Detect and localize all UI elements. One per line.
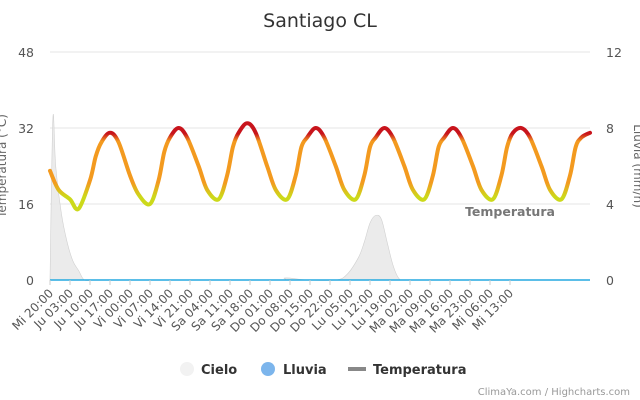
right-tick-label: 0 [606,273,614,288]
cielo-legend-label: Cielo [201,363,237,378]
temperatura-legend-symbol [348,367,366,371]
lluvia-legend-label: Lluvia [283,363,327,378]
left-axis-label: Temperatura (°C) [0,114,9,219]
credits-link[interactable]: ClimaYa.com / Highcharts.com [478,387,630,398]
cielo-legend-symbol [180,362,194,376]
legend-item-lluvia[interactable]: Lluvia [261,362,327,378]
temperatura-series-line [48,121,592,212]
chart-title: Santiago CL [263,10,377,32]
left-tick-label: 0 [26,273,34,288]
right-tick-label: 4 [606,197,614,212]
cielo-series-area [49,114,590,282]
legend: Cielo Lluvia Temperatura [180,362,466,378]
lluvia-legend-symbol [261,362,275,376]
left-tick-label: 32 [18,121,34,136]
left-tick-label: 16 [18,197,34,212]
right-tick-label: 12 [606,45,622,60]
temperatura-legend-label: Temperatura [373,363,466,378]
legend-item-cielo[interactable]: Cielo [180,362,237,378]
temperatura-annotation: Temperatura [465,204,555,219]
right-axis-ticks: 0 4 8 12 [606,45,622,288]
left-tick-label: 48 [18,45,34,60]
left-axis-ticks: 0 16 32 48 [18,45,34,288]
right-tick-label: 8 [606,121,614,136]
right-axis-label: Lluvia (mm/h) [631,124,640,208]
legend-item-temperatura[interactable]: Temperatura [348,363,466,378]
